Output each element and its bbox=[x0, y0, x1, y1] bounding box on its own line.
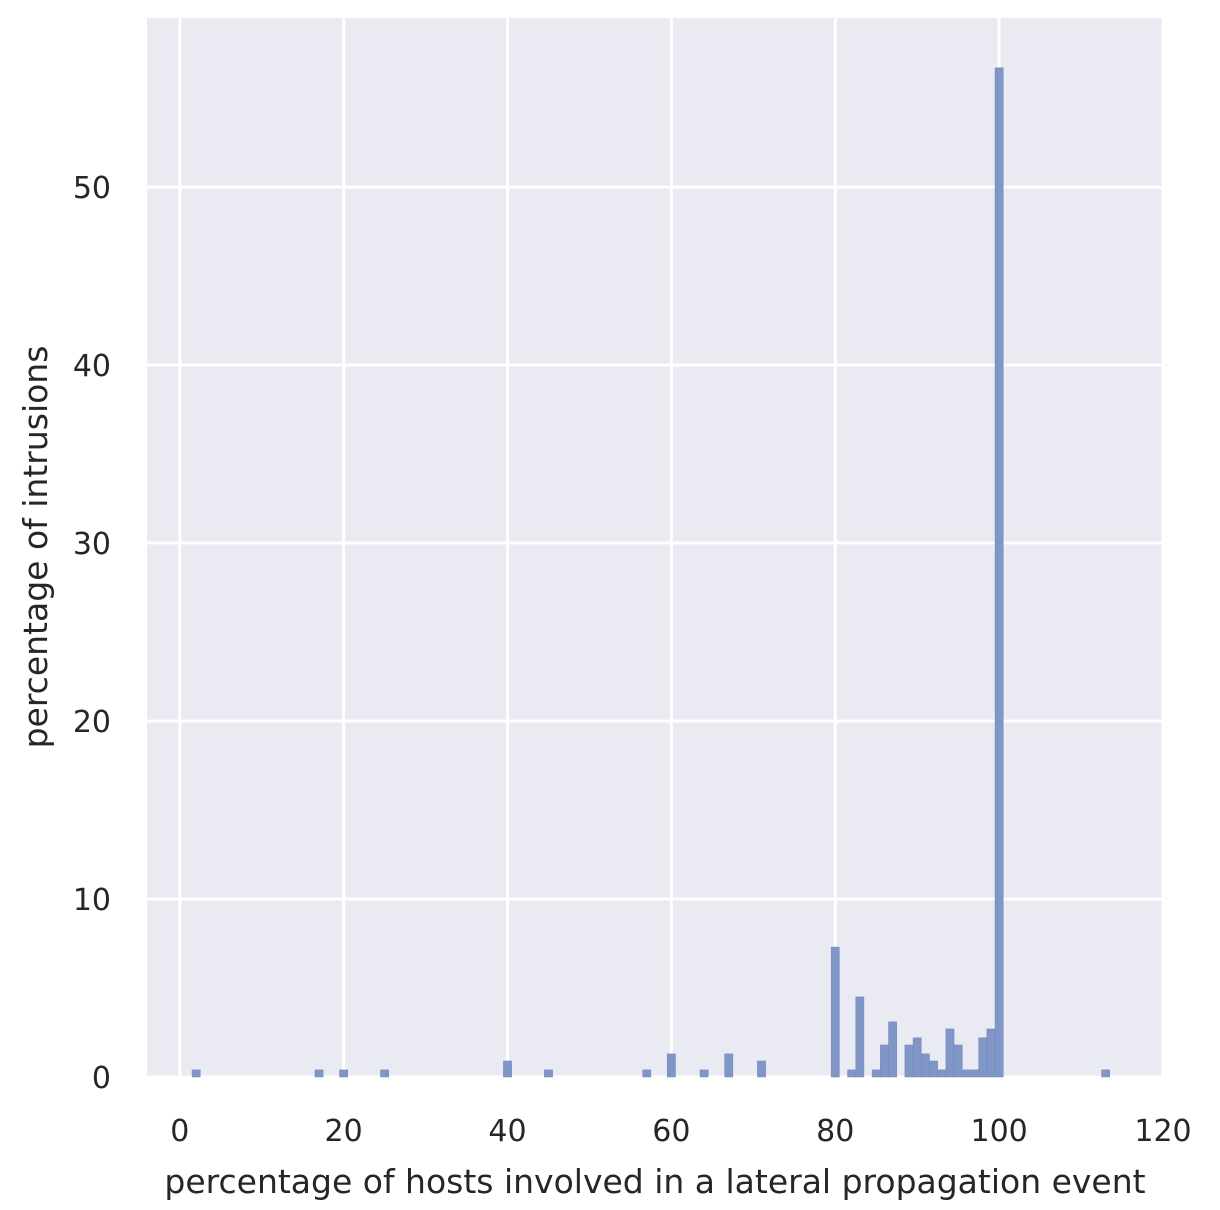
histogram-bar bbox=[1101, 1069, 1110, 1078]
histogram-bar bbox=[871, 1069, 881, 1078]
histogram-bar bbox=[970, 1069, 979, 1078]
y-tick-labels: 0 10 20 30 40 50 bbox=[73, 171, 111, 1096]
histogram-bar bbox=[937, 1069, 947, 1078]
histogram-bar bbox=[945, 1028, 955, 1078]
x-tick-label: 100 bbox=[970, 1114, 1027, 1149]
bars-group bbox=[191, 67, 1110, 1078]
y-tick-label: 30 bbox=[73, 527, 111, 562]
histogram-bar bbox=[314, 1069, 324, 1078]
histogram-bar bbox=[380, 1069, 389, 1078]
x-tick-label: 80 bbox=[816, 1114, 854, 1149]
histogram-bar bbox=[921, 1053, 930, 1078]
y-tick-label: 40 bbox=[73, 349, 111, 384]
histogram-bar bbox=[830, 946, 840, 1078]
y-tick-label: 0 bbox=[92, 1061, 111, 1096]
histogram-bar bbox=[888, 1021, 897, 1078]
histogram-bar bbox=[855, 996, 865, 1078]
histogram-bar bbox=[699, 1069, 709, 1078]
histogram-bar bbox=[880, 1044, 889, 1078]
histogram-bar bbox=[724, 1053, 734, 1078]
histogram-bar bbox=[929, 1060, 938, 1078]
histogram-bar bbox=[986, 1028, 996, 1078]
histogram-bar bbox=[978, 1037, 988, 1078]
histogram-bar bbox=[667, 1053, 676, 1078]
histogram-bar bbox=[904, 1044, 914, 1078]
histogram-bar bbox=[847, 1069, 856, 1078]
y-tick-label: 10 bbox=[73, 883, 111, 918]
histogram-bar bbox=[962, 1069, 971, 1078]
histogram-bar bbox=[544, 1069, 553, 1078]
x-tick-label: 120 bbox=[1134, 1114, 1191, 1149]
y-axis-label: percentage of intrusions bbox=[16, 346, 55, 749]
x-tick-label: 0 bbox=[170, 1114, 189, 1149]
histogram-bar bbox=[191, 1069, 201, 1078]
histogram-bar bbox=[912, 1037, 922, 1078]
x-axis-label: percentage of hosts involved in a latera… bbox=[164, 1162, 1145, 1201]
histogram-bar bbox=[994, 67, 1004, 1078]
histogram-bar bbox=[757, 1060, 766, 1078]
x-tick-label: 20 bbox=[325, 1114, 363, 1149]
x-tick-labels: 0 20 40 60 80 100 120 bbox=[170, 1114, 1191, 1149]
y-tick-label: 20 bbox=[73, 705, 111, 740]
histogram-bar bbox=[339, 1069, 348, 1078]
histogram-bar bbox=[503, 1060, 512, 1078]
x-tick-label: 60 bbox=[652, 1114, 690, 1149]
y-tick-label: 50 bbox=[73, 171, 111, 206]
plot-background bbox=[147, 18, 1163, 1077]
x-tick-label: 40 bbox=[488, 1114, 526, 1149]
histogram-bar bbox=[953, 1044, 963, 1078]
histogram-bar bbox=[642, 1069, 652, 1078]
